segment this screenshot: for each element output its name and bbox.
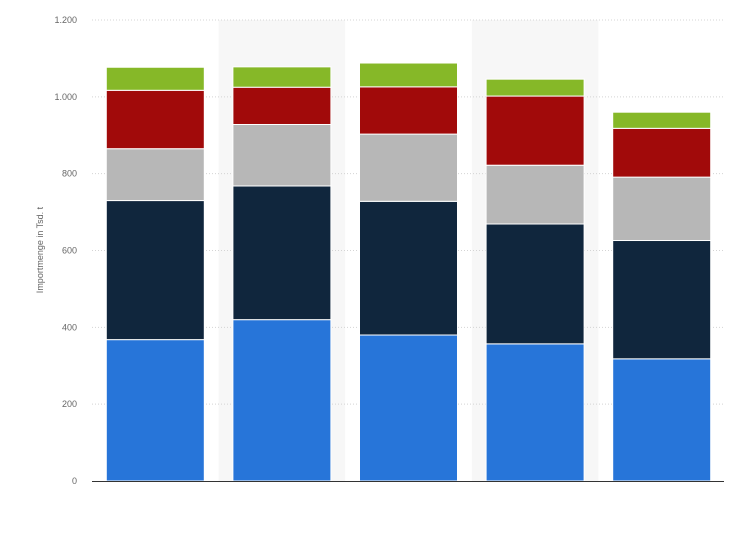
bar-segment[interactable]	[232, 66, 332, 88]
bar-segment[interactable]	[105, 66, 205, 91]
bar-segment[interactable]	[359, 334, 458, 482]
bar-segment[interactable]	[485, 95, 585, 166]
bar-segment[interactable]	[232, 185, 332, 321]
bar-segment[interactable]	[485, 223, 585, 345]
y-tick-label: 1.200	[54, 15, 77, 25]
y-tick-label: 0	[72, 476, 77, 486]
bar-segment[interactable]	[359, 62, 458, 88]
bar-segment[interactable]	[612, 176, 712, 242]
bar-segment[interactable]	[232, 123, 332, 187]
bar-segment[interactable]	[105, 200, 205, 341]
bar-segment[interactable]	[612, 240, 712, 360]
y-tick-label: 600	[62, 246, 77, 256]
bar-segment[interactable]	[485, 343, 585, 482]
bar-segment[interactable]	[105, 89, 205, 150]
bar-segment[interactable]	[612, 127, 712, 178]
y-axis-title: Importmenge in Tsd. t	[35, 206, 45, 293]
bar-segment[interactable]	[232, 319, 332, 482]
y-tick-label: 800	[62, 169, 77, 179]
y-tick-label: 1.000	[54, 92, 77, 102]
bar-segment[interactable]	[359, 86, 458, 135]
y-tick-label: 200	[62, 399, 77, 409]
bar-segment[interactable]	[105, 339, 205, 482]
bar-segment[interactable]	[105, 148, 205, 202]
bar-segment[interactable]	[359, 133, 458, 202]
bar-segment[interactable]	[612, 111, 712, 129]
bar-segment[interactable]	[359, 200, 458, 336]
bar-segment[interactable]	[232, 86, 332, 125]
bar-segment[interactable]	[485, 78, 585, 97]
bar-segment[interactable]	[612, 358, 712, 482]
y-tick-label: 400	[62, 322, 77, 332]
bar-segments	[105, 62, 712, 482]
y-tick-labels: 0 200 400 600 800 1.000 1.200	[54, 15, 77, 486]
bar-segment[interactable]	[485, 164, 585, 225]
